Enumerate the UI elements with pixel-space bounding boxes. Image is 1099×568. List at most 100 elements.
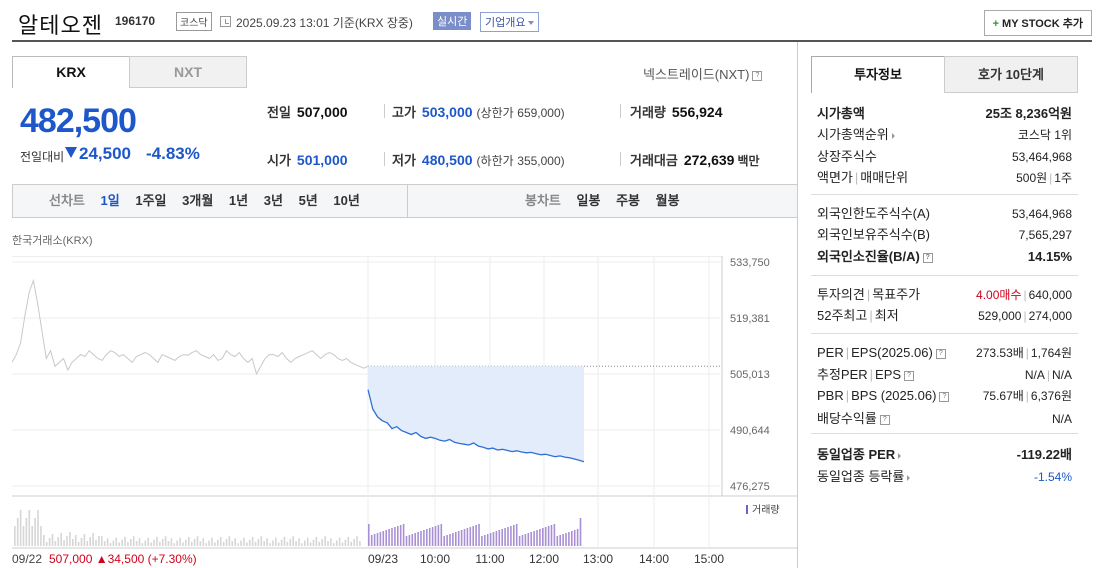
volume-bar <box>426 529 428 546</box>
add-mystock-button[interactable]: + MY STOCK 추가 <box>983 10 1092 36</box>
help-icon[interactable]: ? <box>939 391 950 402</box>
help-icon[interactable]: ? <box>922 252 933 263</box>
candle-daily[interactable]: 일봉 <box>576 193 601 208</box>
volume-bar <box>234 538 236 546</box>
volume-bar <box>446 535 448 546</box>
volume-bar <box>208 540 210 546</box>
period-5y[interactable]: 5년 <box>298 193 318 208</box>
candle-monthly[interactable]: 월봉 <box>655 193 680 208</box>
change-label: 전일대비 <box>20 150 65 164</box>
volume-bar <box>48 538 51 546</box>
period-1y[interactable]: 1년 <box>228 193 249 208</box>
volume-bar <box>420 531 422 546</box>
volume-bar <box>31 526 33 546</box>
info-row: 배당수익률? N/A <box>817 409 1072 429</box>
volume-bar <box>368 524 370 546</box>
volume-bar <box>312 539 315 546</box>
volume-bar <box>536 530 538 546</box>
volume-bar <box>440 524 443 546</box>
period-3m[interactable]: 3개월 <box>182 193 214 208</box>
volume-bar <box>45 542 48 546</box>
volume-bar <box>402 524 405 546</box>
volume-bar <box>106 538 109 546</box>
prev-day-label: 09/22 <box>12 552 42 566</box>
volume-bar <box>521 535 524 546</box>
volume-bar <box>559 535 561 546</box>
volume-bar <box>266 538 268 546</box>
info-row: 외국인소진율(B/A)? 14.15% <box>817 247 1072 267</box>
volume-bar <box>385 530 387 546</box>
info-row-label[interactable]: 시가총액순위 <box>817 125 895 145</box>
plus-icon: + <box>992 18 1000 30</box>
volume-bar <box>231 541 234 546</box>
volume-bar <box>501 529 503 546</box>
volume-bar <box>318 541 321 546</box>
info-row-label[interactable]: 동일업종 등락률 <box>817 467 911 487</box>
volume-bar <box>492 532 495 546</box>
volume-bar <box>77 542 80 546</box>
realtime-badge[interactable]: 실시간 <box>433 12 472 30</box>
corp-info-dropdown[interactable]: 기업개요 <box>480 12 540 32</box>
volume-bar <box>124 536 126 546</box>
volume-bar <box>498 530 501 546</box>
volume-bar <box>388 529 390 546</box>
volume-bar <box>54 541 57 546</box>
volume-bar <box>150 542 152 546</box>
volume-bar <box>373 534 376 546</box>
volume-bar <box>121 539 123 546</box>
period-3y[interactable]: 3년 <box>263 193 283 208</box>
volume-legend-swatch <box>746 505 748 514</box>
volume-bar <box>43 535 45 546</box>
volume-bar <box>304 540 306 546</box>
volume-bar <box>132 536 135 546</box>
volume-bar <box>147 537 149 546</box>
volume-bar <box>182 542 184 546</box>
volume-bar <box>214 542 216 546</box>
volume-bar <box>417 532 419 546</box>
volume-bar <box>109 543 112 546</box>
info-row-label[interactable]: 동일업종 PER <box>817 445 902 465</box>
volume-bar <box>405 536 408 546</box>
volume-bar <box>161 539 164 546</box>
volume-bar <box>92 533 94 546</box>
volume-bar <box>199 541 202 546</box>
nxt-link[interactable]: 넥스트레이드(NXT)? <box>643 64 763 83</box>
panel-section-divider <box>811 333 1078 334</box>
prev-day-line <box>12 278 369 376</box>
candle-period-group: 봉차트 일봉 주봉 월봉 <box>525 185 692 217</box>
volume-bar <box>510 526 512 546</box>
x-tick-label: 13:00 <box>583 552 613 566</box>
info-row-label: 외국인소진율(B/A)? <box>817 247 933 267</box>
x-tick-label: 12:00 <box>529 552 559 566</box>
help-icon[interactable]: ? <box>752 70 763 81</box>
tab-nxt[interactable]: NXT <box>129 56 247 88</box>
tab-krx[interactable]: KRX <box>12 56 130 88</box>
y-tick-label: 519,381 <box>730 313 770 325</box>
info-row: PER | EPS(2025.06)? 273.53배 | 1,764원 <box>817 343 1072 363</box>
period-1d[interactable]: 1일 <box>100 193 120 208</box>
info-row-label: 액면가 | 매매단위 <box>817 170 909 185</box>
info-row: 투자의견 | 목표주가 4.00매수 | 640,000 <box>817 285 1072 305</box>
volume-bar <box>135 541 138 546</box>
stat-open: 시가 501,000 <box>267 152 348 168</box>
help-icon[interactable]: ? <box>904 370 915 381</box>
tab-orderbook-10[interactable]: 호가 10단계 <box>944 56 1078 93</box>
volume-bar <box>159 541 161 546</box>
help-icon[interactable]: ? <box>935 348 946 359</box>
info-row-value: N/A <box>1051 412 1072 426</box>
volume-bar <box>573 530 576 546</box>
volume-bar <box>455 532 457 546</box>
period-10y[interactable]: 10년 <box>333 193 360 208</box>
volume-bar <box>101 536 103 546</box>
volume-bar <box>89 537 91 546</box>
chart-source-label: 한국거래소(KRX) <box>12 235 93 247</box>
volume-bar <box>14 526 16 546</box>
period-1w[interactable]: 1주일 <box>135 193 167 208</box>
tab-invest-info[interactable]: 투자정보 <box>811 56 945 93</box>
volume-bar <box>530 532 532 546</box>
help-icon[interactable]: ? <box>879 414 890 425</box>
volume-bar <box>130 539 132 546</box>
candle-weekly[interactable]: 주봉 <box>616 193 640 208</box>
volume-bar <box>240 540 242 546</box>
volume-bar <box>222 541 225 546</box>
